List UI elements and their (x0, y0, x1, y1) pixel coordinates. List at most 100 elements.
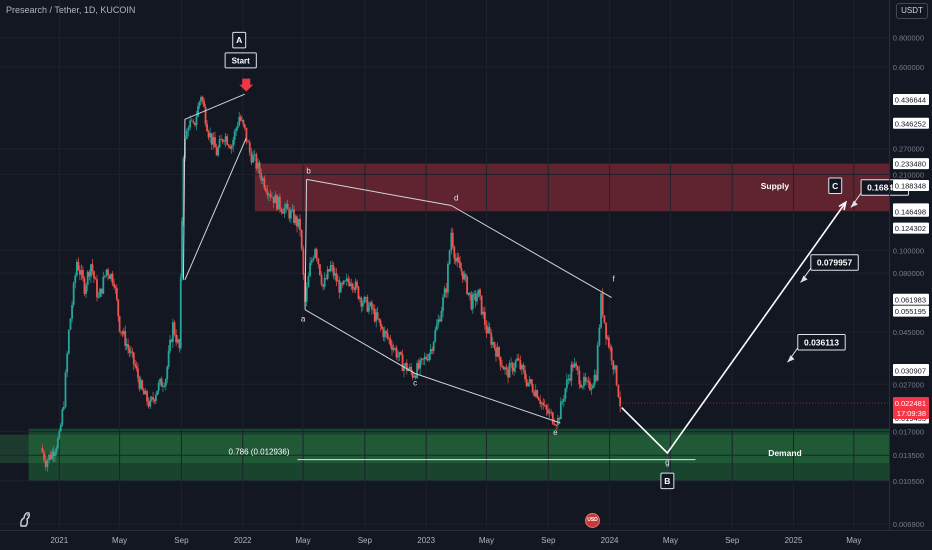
x-tick-label: 2021 (50, 536, 68, 545)
candle-down (488, 327, 491, 333)
candle-down (542, 402, 545, 406)
candle-down (410, 366, 413, 372)
candle-up (570, 364, 573, 381)
y-tick-label: 0.080000 (893, 269, 924, 278)
earnings-event-icon[interactable]: USD (585, 513, 600, 528)
price-label: 0.188348 (895, 182, 926, 191)
x-tick-label: 2022 (234, 536, 252, 545)
candle-up (162, 386, 164, 387)
candle-down (360, 297, 363, 307)
candle-up (437, 319, 440, 325)
candle-down (348, 282, 351, 287)
candle-up (217, 147, 220, 156)
candle-up (528, 379, 531, 383)
x-tick-label: Sep (174, 536, 189, 545)
candle-down (229, 146, 232, 149)
currency-button[interactable]: USDT (896, 3, 928, 19)
candle-up (420, 358, 423, 361)
candle-up (61, 409, 64, 425)
candle-up (596, 345, 599, 381)
target-label-2: 0.079957 (817, 258, 853, 268)
candle-down (533, 391, 536, 396)
candle-up (167, 350, 170, 367)
candle-up (285, 204, 287, 208)
candle-down (226, 136, 229, 145)
candle-up (583, 376, 585, 387)
candle-up (586, 380, 588, 382)
candle-up (163, 385, 166, 387)
candle-down (320, 274, 323, 285)
candle-down (555, 425, 558, 426)
candle-down (530, 379, 533, 385)
candle-down (553, 423, 556, 426)
candle-up (218, 139, 221, 148)
candle-down (100, 288, 103, 294)
candle-up (212, 137, 215, 145)
candle-up (573, 363, 576, 368)
candle-down (107, 269, 109, 276)
candle-up (350, 283, 353, 287)
candle-down (470, 294, 473, 310)
candle-up (413, 375, 415, 378)
candle-down (357, 286, 360, 299)
candle-down (108, 275, 111, 279)
candle-up (496, 347, 499, 357)
candle-up (209, 133, 212, 138)
candle-down (461, 271, 464, 280)
x-tick-label: 2023 (417, 536, 435, 545)
candle-down (501, 365, 503, 367)
candle-up (149, 399, 152, 407)
candle-up (154, 395, 157, 402)
candle-down (258, 162, 261, 174)
candle-up (164, 379, 167, 386)
candle-up (592, 385, 594, 389)
current-price-badge (893, 397, 929, 420)
candle-down (221, 139, 224, 142)
candle-up (314, 249, 316, 258)
price-label: 0.124302 (895, 224, 926, 233)
candle-down (147, 401, 150, 407)
y-tick-label: 0.600000 (893, 63, 924, 72)
candle-down (351, 283, 354, 289)
candle-down (266, 190, 269, 195)
candle-down (612, 360, 615, 370)
candle-down (551, 412, 554, 424)
candle-up (508, 363, 511, 378)
candle-down (493, 342, 496, 349)
candle-down (536, 390, 539, 398)
candle-up (105, 269, 108, 276)
candle-down (215, 147, 218, 156)
candle-down (94, 278, 97, 280)
candle-down (539, 400, 542, 404)
candle-down (400, 352, 402, 355)
candle-up (189, 120, 192, 128)
candle-up (64, 372, 67, 407)
supply-label: Supply (761, 181, 790, 191)
candle-down (332, 266, 335, 276)
candle-down (347, 278, 350, 283)
wave-B-label: B (664, 476, 670, 486)
start-label: Start (232, 56, 251, 65)
candle-up (59, 424, 62, 432)
candle-down (373, 308, 376, 322)
tradingview-logo-icon[interactable] (16, 508, 38, 530)
candle-up (590, 388, 593, 390)
wedge-upper-line (306, 178, 452, 206)
candle-up (504, 367, 506, 370)
candle-down (322, 284, 325, 287)
candle-down (331, 265, 334, 267)
candle-up (46, 460, 49, 467)
candle-down (422, 358, 425, 360)
candle-down (88, 271, 91, 277)
candle-down (114, 287, 117, 288)
candle-down (328, 269, 331, 272)
candle-up (230, 146, 233, 149)
candle-up (514, 360, 517, 368)
candle-up (513, 367, 516, 372)
x-tick-label: Sep (541, 536, 556, 545)
candle-down (558, 417, 561, 420)
candle-up (289, 210, 292, 219)
candle-down (79, 270, 81, 275)
